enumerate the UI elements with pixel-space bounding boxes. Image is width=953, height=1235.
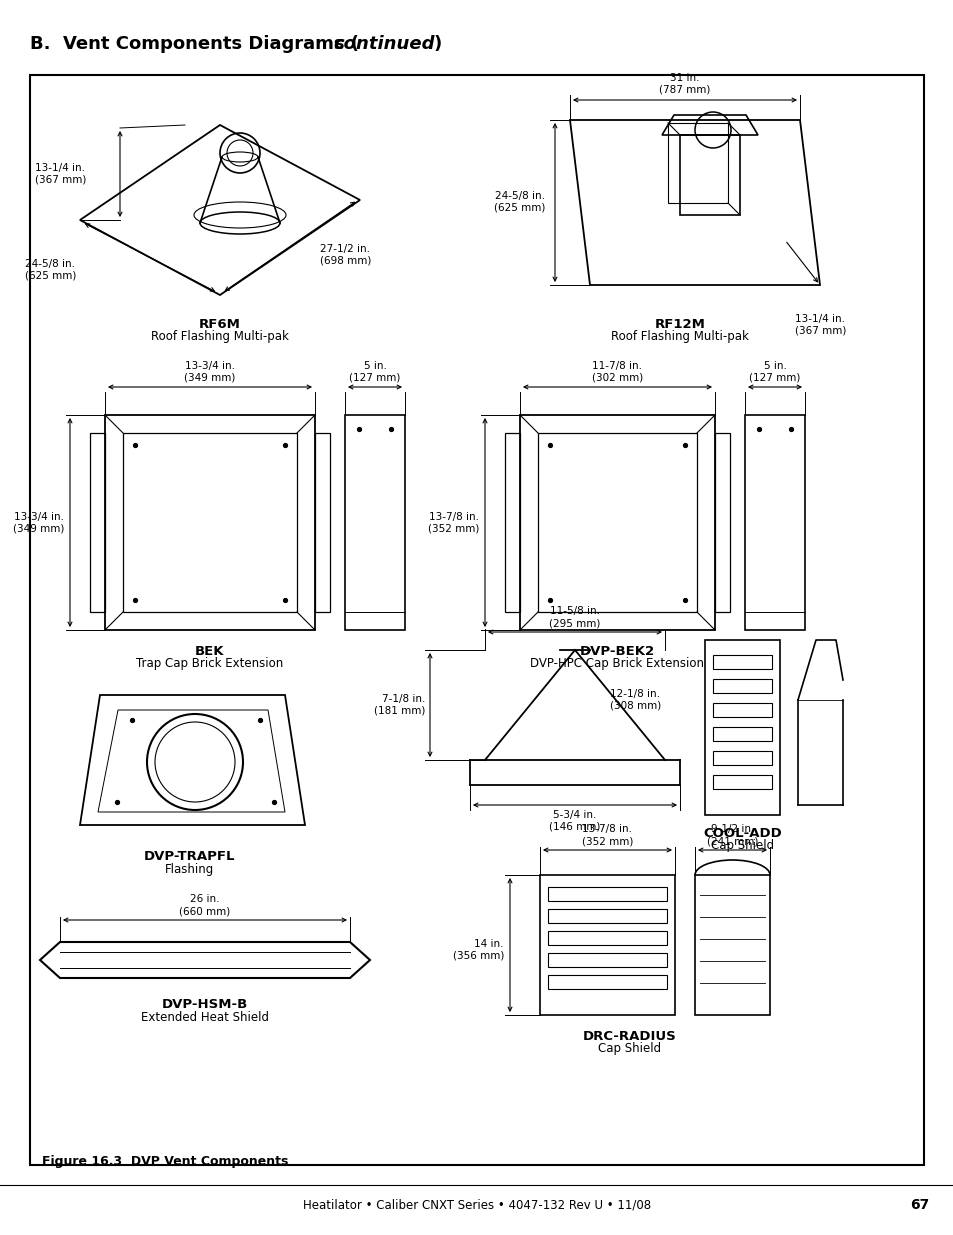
Bar — [547, 909, 666, 923]
Bar — [539, 876, 675, 1015]
Text: 26 in.
(660 mm): 26 in. (660 mm) — [179, 894, 231, 916]
Bar — [123, 433, 296, 613]
Bar — [547, 953, 666, 967]
Text: DVP-TRAPFL: DVP-TRAPFL — [144, 850, 235, 863]
Bar — [547, 931, 666, 945]
Text: 5 in.
(127 mm): 5 in. (127 mm) — [748, 362, 800, 383]
Text: 7-1/8 in.
(181 mm): 7-1/8 in. (181 mm) — [374, 694, 424, 716]
Text: 12-1/8 in.
(308 mm): 12-1/8 in. (308 mm) — [609, 689, 660, 711]
Bar — [714, 433, 729, 613]
Text: Flashing: Flashing — [165, 863, 214, 876]
Bar — [667, 124, 727, 203]
Text: 24-5/8 in.
(625 mm): 24-5/8 in. (625 mm) — [25, 259, 76, 280]
Text: DVP-HPC Cap Brick Extension: DVP-HPC Cap Brick Extension — [530, 657, 703, 671]
Text: Roof Flashing Multi-pak: Roof Flashing Multi-pak — [151, 330, 289, 343]
Text: Heatilator • Caliber CNXT Series • 4047-132 Rev U • 11/08: Heatilator • Caliber CNXT Series • 4047-… — [303, 1198, 650, 1212]
Bar — [712, 727, 771, 741]
Text: 13-1/4 in.
(367 mm): 13-1/4 in. (367 mm) — [794, 314, 845, 336]
Text: DRC-RADIUS: DRC-RADIUS — [582, 1030, 677, 1044]
Bar — [704, 640, 780, 815]
Bar — [30, 75, 923, 1165]
Bar — [712, 751, 771, 764]
Text: 5 in.
(127 mm): 5 in. (127 mm) — [349, 362, 400, 383]
Text: DVP-BEK2: DVP-BEK2 — [579, 645, 655, 658]
Text: 31 in.
(787 mm): 31 in. (787 mm) — [659, 73, 710, 95]
Bar — [105, 415, 314, 630]
Text: 24-5/8 in.
(625 mm): 24-5/8 in. (625 mm) — [493, 191, 544, 212]
Bar — [712, 776, 771, 789]
Bar — [679, 135, 740, 215]
Bar — [504, 433, 519, 613]
Bar — [314, 433, 330, 613]
Bar — [547, 974, 666, 989]
Text: continued: continued — [333, 35, 434, 53]
Bar — [744, 415, 804, 630]
Text: ): ) — [434, 35, 442, 53]
Bar — [519, 415, 714, 630]
Text: 13-7/8 in.
(352 mm): 13-7/8 in. (352 mm) — [427, 511, 478, 534]
Text: Roof Flashing Multi-pak: Roof Flashing Multi-pak — [611, 330, 748, 343]
Text: COOL-ADD: COOL-ADD — [702, 827, 781, 840]
Text: 13-1/4 in.
(367 mm): 13-1/4 in. (367 mm) — [35, 163, 87, 185]
Text: Trap Cap Brick Extension: Trap Cap Brick Extension — [136, 657, 283, 671]
Text: Extended Heat Shield: Extended Heat Shield — [141, 1011, 269, 1024]
Text: RF12M: RF12M — [654, 317, 704, 331]
Text: 11-7/8 in.
(302 mm): 11-7/8 in. (302 mm) — [591, 362, 642, 383]
Bar — [537, 433, 697, 613]
Text: 67: 67 — [909, 1198, 928, 1212]
Bar — [90, 433, 105, 613]
Bar — [712, 679, 771, 693]
Text: Figure 16.3  DVP Vent Components: Figure 16.3 DVP Vent Components — [42, 1155, 288, 1168]
Text: 14 in.
(356 mm): 14 in. (356 mm) — [452, 939, 503, 961]
Bar — [712, 655, 771, 669]
Text: RF6M: RF6M — [199, 317, 241, 331]
Text: 13-7/8 in.
(352 mm): 13-7/8 in. (352 mm) — [581, 825, 633, 846]
Text: Cap Shield: Cap Shield — [710, 839, 773, 852]
Text: 9-1/2 in.
(241 mm): 9-1/2 in. (241 mm) — [706, 825, 758, 846]
Bar — [547, 887, 666, 902]
Text: 13-3/4 in.
(349 mm): 13-3/4 in. (349 mm) — [184, 362, 235, 383]
Text: 27-1/2 in.
(698 mm): 27-1/2 in. (698 mm) — [319, 245, 371, 266]
Text: B.  Vent Components Diagrams (: B. Vent Components Diagrams ( — [30, 35, 358, 53]
Bar — [712, 703, 771, 718]
Text: 11-5/8 in.
(295 mm): 11-5/8 in. (295 mm) — [549, 606, 600, 629]
Text: 5-3/4 in.
(146 mm): 5-3/4 in. (146 mm) — [549, 810, 600, 831]
Text: BEK: BEK — [195, 645, 225, 658]
Text: 13-3/4 in.
(349 mm): 13-3/4 in. (349 mm) — [12, 511, 64, 534]
Text: DVP-HSM-B: DVP-HSM-B — [162, 998, 248, 1011]
Text: Cap Shield: Cap Shield — [598, 1042, 660, 1055]
Bar — [695, 876, 769, 1015]
Bar — [345, 415, 405, 630]
